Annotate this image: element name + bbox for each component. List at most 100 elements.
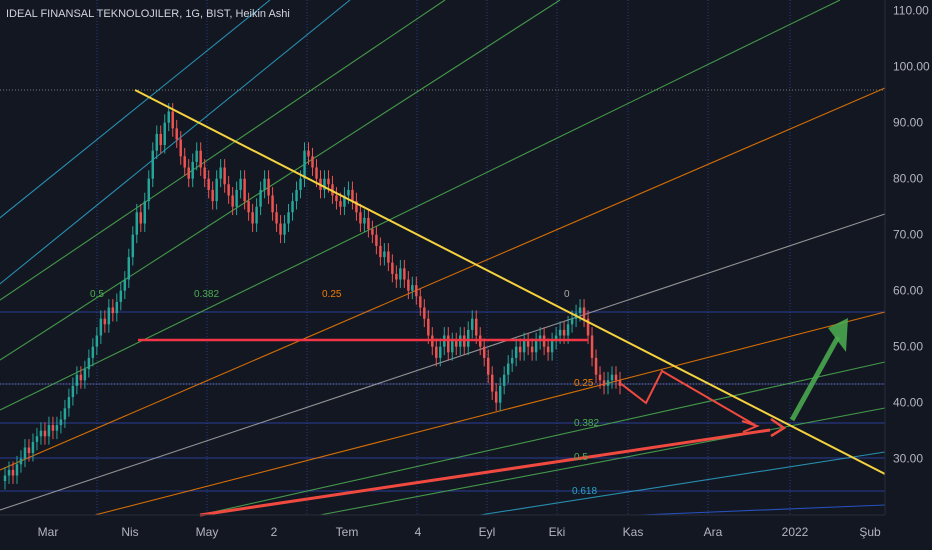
x-tick-label-0: Mar: [38, 525, 59, 539]
fan-level-label-1: 0.5: [90, 289, 104, 300]
x-tick-label-10: 2022: [782, 525, 809, 539]
candle-body-62: [251, 212, 254, 224]
candle-body-148: [594, 357, 598, 375]
candle-body-67: [271, 195, 274, 213]
fan-line-12: [639, 504, 886, 516]
y-tick-label-5: 80.00: [893, 172, 923, 186]
y-tick-label-8: 110.00: [893, 4, 929, 18]
candle-body-38: [155, 133, 158, 151]
x-tick-label-5: 4: [415, 525, 422, 539]
y-tick-label-3: 60.00: [893, 284, 923, 298]
candle-body-138: [554, 335, 558, 342]
candle-body-86: [347, 189, 350, 196]
candle-body-139: [558, 329, 562, 336]
candle-body-65: [263, 178, 266, 190]
candle-body-54: [219, 167, 222, 179]
x-tick-label-4: Tem: [336, 525, 359, 539]
candle-body-34: [139, 212, 143, 224]
candle-body-108: [435, 346, 438, 358]
candle-body-94: [379, 245, 382, 258]
candle-body-1: [7, 469, 11, 476]
candle-body-95: [383, 251, 386, 258]
candle-body-92: [371, 229, 374, 235]
candle-body-10: [43, 430, 47, 437]
x-tick-label-1: Nis: [121, 525, 138, 539]
candle-body-39: [159, 133, 162, 146]
green-arrow-shaft: [789, 335, 841, 422]
candle-body-112: [451, 341, 454, 353]
candle-body-0: [3, 475, 7, 482]
candle-body-43: [175, 128, 178, 140]
x-tick-label-2: May: [196, 525, 219, 539]
candle-body-20: [83, 369, 87, 381]
candle-body-63: [255, 206, 258, 224]
candle-body-58: [235, 189, 238, 207]
candle-body-16: [67, 397, 71, 409]
candle-body-51: [207, 178, 210, 190]
candle-body-75: [303, 150, 306, 179]
candle-body-121: [486, 357, 490, 375]
projection-path: [619, 369, 756, 426]
candle-body-142: [570, 318, 574, 325]
candle-body-59: [239, 178, 242, 190]
candle-body-73: [295, 189, 298, 202]
candle-body-19: [79, 374, 83, 381]
candle-body-76: [307, 150, 310, 157]
candle-body-131: [526, 341, 530, 347]
candle-body-85: [343, 195, 346, 207]
candle-body-71: [287, 212, 290, 224]
x-tick-label-9: Ara: [704, 525, 723, 539]
fan-line-5: [0, 0, 841, 411]
candle-body-93: [375, 234, 378, 246]
candle-body-7: [31, 441, 35, 454]
y-tick-label-0: 30.00: [893, 452, 923, 466]
candle-body-17: [71, 385, 75, 398]
candle-body-103: [415, 285, 418, 297]
candle-body-84: [339, 201, 342, 207]
candle-body-122: [490, 374, 494, 392]
fan-level-label-7: 0.618: [572, 486, 597, 497]
candle-body-57: [231, 195, 234, 207]
candle-body-14: [59, 419, 63, 426]
candle-body-29: [119, 290, 123, 302]
fan-line-7: [0, 213, 886, 511]
fan-level-label-6: 0.5: [574, 452, 588, 463]
candle-body-149: [598, 374, 602, 381]
candle-body-134: [538, 335, 542, 342]
candle-body-77: [311, 156, 314, 168]
candle-body-83: [335, 195, 338, 202]
candle-body-11: [47, 425, 51, 437]
candle-body-60: [243, 178, 246, 202]
candle-body-3: [15, 464, 19, 476]
candle-body-9: [39, 430, 43, 437]
x-tick-label-8: Kas: [623, 525, 644, 539]
candle-body-90: [363, 217, 366, 224]
candle-body-151: [606, 380, 610, 386]
candle-body-21: [87, 357, 91, 370]
candle-body-74: [299, 178, 302, 190]
fan-level-label-3: 0.25: [322, 289, 342, 300]
candle-body-13: [55, 425, 59, 431]
candle-body-133: [534, 341, 538, 353]
y-tick-label-6: 90.00: [893, 116, 923, 130]
candle-body-33: [135, 212, 139, 235]
downtrend-line: [134, 89, 886, 475]
candle-body-144: [578, 307, 582, 314]
candle-body-91: [367, 217, 370, 230]
candle-body-81: [327, 178, 330, 185]
fan-line-8: [94, 311, 886, 516]
candle-body-4: [19, 458, 23, 465]
candle-body-99: [399, 268, 402, 280]
candle-body-52: [211, 189, 214, 202]
candle-body-78: [315, 167, 318, 179]
candle-body-130: [522, 341, 526, 353]
candle-body-116: [467, 329, 470, 347]
candle-body-61: [247, 201, 250, 213]
candle-body-127: [510, 357, 514, 364]
candle-body-125: [502, 374, 506, 386]
candle-body-49: [199, 150, 202, 168]
x-tick-label-3: 2: [271, 525, 278, 539]
candle-body-87: [351, 189, 354, 202]
